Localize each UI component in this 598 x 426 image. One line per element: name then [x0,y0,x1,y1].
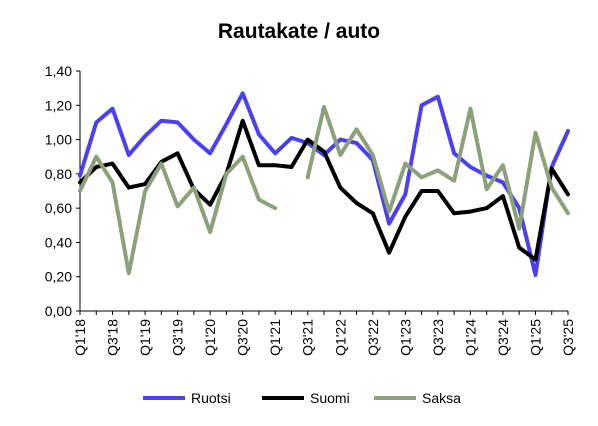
x-tick-label: Q1'23 [397,319,413,356]
series-line-suomi [78,118,570,262]
x-tick-label: Q1'19 [137,319,153,356]
x-tick-label: Q3'19 [170,319,186,356]
series-line-ruotsi [78,91,570,277]
y-tick-label: 0,40 [45,234,72,250]
x-tick-label: Q3'18 [105,319,121,356]
y-tick-label: 1,20 [45,97,72,113]
x-tick-label: Q3'22 [365,319,381,356]
x-tick-label: Q3'24 [495,319,511,356]
series-lines [78,91,570,277]
chart-title: Rautakate / auto [218,20,380,43]
x-tick-label: Q1'25 [527,319,543,356]
y-tick-label: 0,20 [45,269,72,285]
x-tick-label: Q3'20 [235,319,251,356]
x-tick-label: Q3'23 [430,319,446,356]
legend: Ruotsi Suomi Saksa [143,390,461,406]
y-tick-label: 0,00 [45,303,72,319]
x-axis-ticks: Q1'18 Q3'18 Q1'19 Q3'19 Q1'20 Q3'20 Q1'21 Q3'21… [72,311,576,356]
x-tick-label: Q1'18 [72,319,88,356]
y-tick-label: 0,80 [45,166,72,182]
x-tick-label: Q3'25 [560,319,576,356]
x-tick-label: Q1'20 [202,319,218,356]
legend-label-saksa: Saksa [422,390,461,406]
y-tick-label: 1,40 [45,63,72,79]
series-line-saksa [78,105,570,276]
y-axis-ticks: 0,00 0,20 0,40 0,60 0,80 1,00 1,20 1,40 [45,63,80,319]
y-tick-label: 1,00 [45,132,72,148]
x-tick-label: Q1'22 [332,319,348,356]
legend-label-suomi: Suomi [310,390,350,406]
x-tick-label: Q1'24 [462,319,478,356]
x-tick-label: Q3'21 [300,319,316,356]
y-tick-label: 0,60 [45,200,72,216]
x-tick-label: Q1'21 [267,319,283,356]
legend-label-ruotsi: Ruotsi [191,390,231,406]
